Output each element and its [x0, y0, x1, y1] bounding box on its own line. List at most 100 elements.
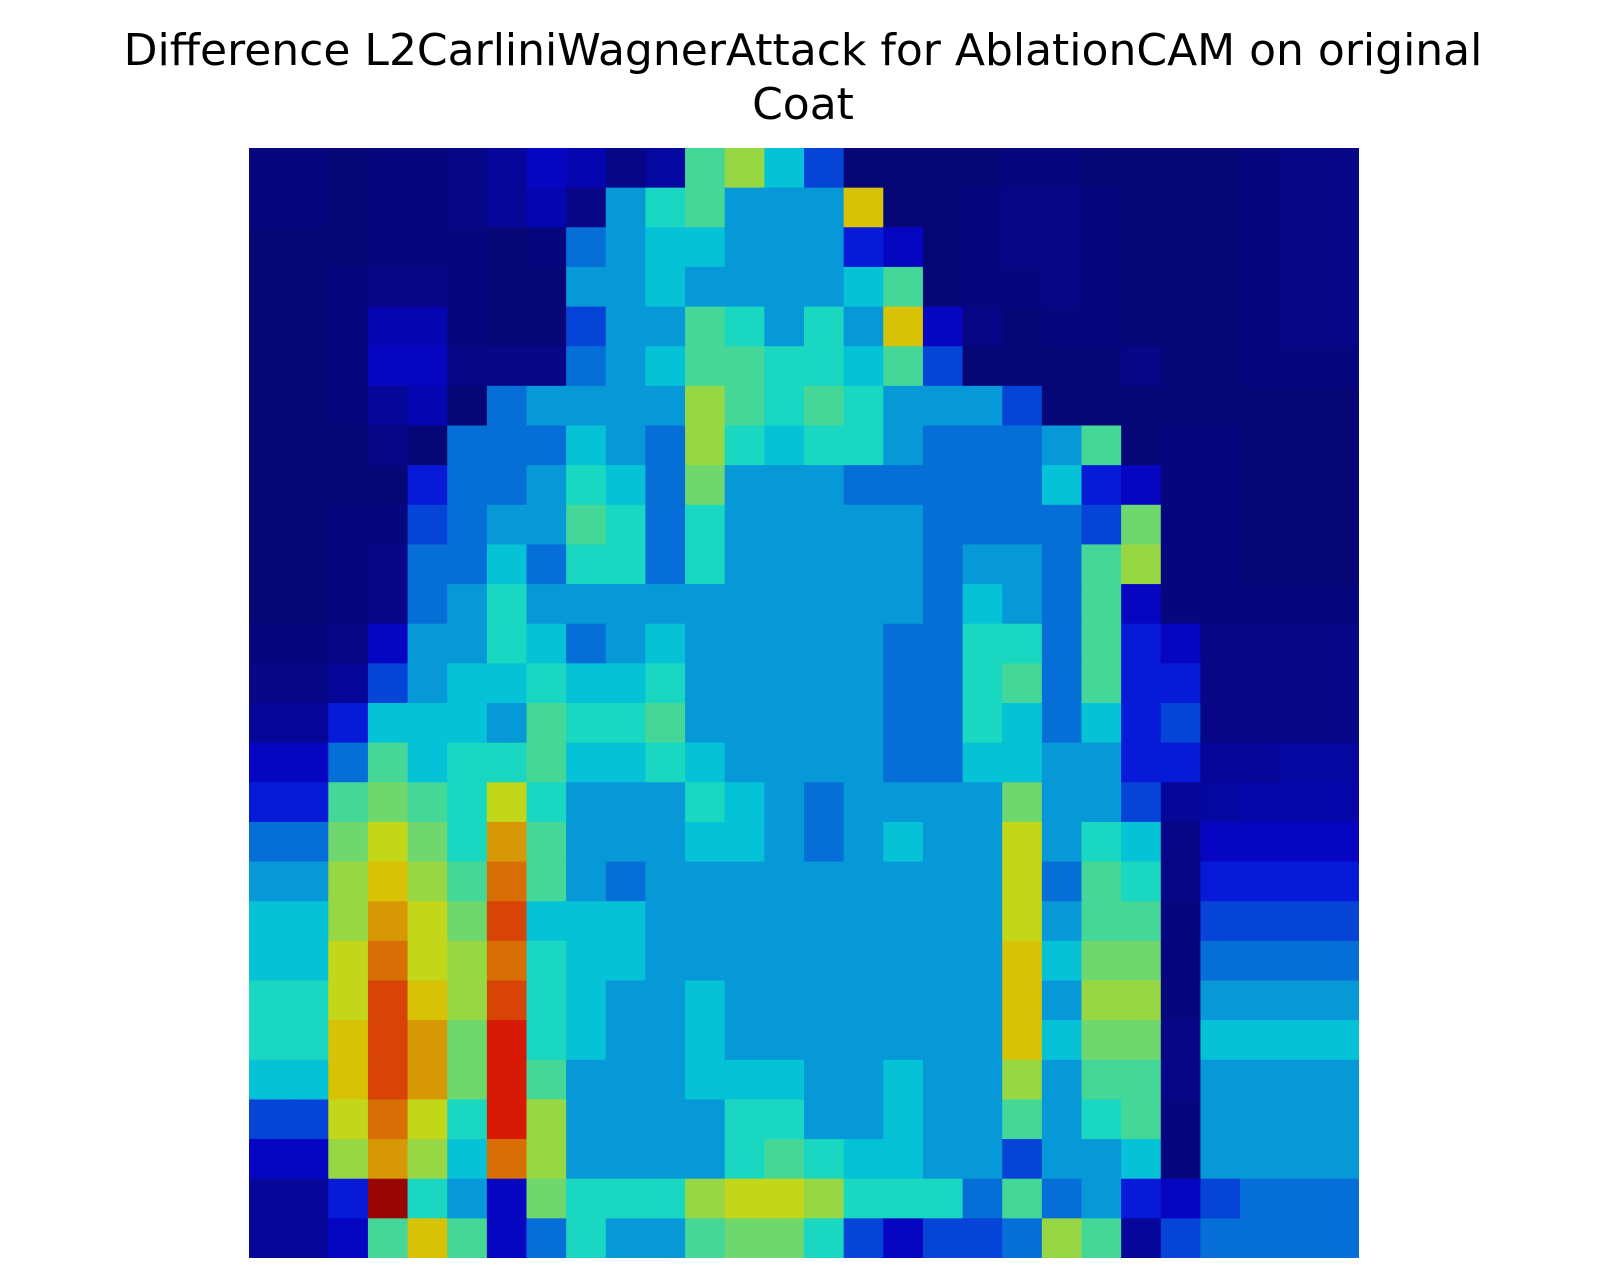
heatmap-cell — [764, 306, 805, 347]
heatmap-cell — [764, 1139, 805, 1180]
heatmap-cell — [645, 504, 686, 545]
heatmap-cell — [1200, 148, 1241, 189]
heatmap-cell — [764, 940, 805, 981]
heatmap-cell — [605, 703, 646, 744]
heatmap-cell — [685, 1099, 726, 1140]
heatmap-cell — [605, 623, 646, 664]
heatmap-cell — [288, 544, 329, 585]
heatmap-cell — [526, 940, 567, 981]
heatmap-cell — [804, 385, 845, 426]
heatmap-cell — [605, 1059, 646, 1100]
heatmap-cell — [685, 623, 726, 664]
heatmap-cell — [486, 1139, 527, 1180]
heatmap-cell — [447, 1218, 488, 1258]
heatmap-cell — [1081, 504, 1122, 545]
heatmap-cell — [288, 742, 329, 783]
heatmap-cell — [1081, 346, 1122, 387]
heatmap-cell — [367, 1059, 409, 1100]
heatmap-cell — [843, 544, 884, 585]
heatmap-cell — [724, 1178, 765, 1219]
heatmap-cell — [1081, 703, 1122, 744]
heatmap-cell — [1121, 465, 1162, 506]
heatmap-cell — [486, 148, 527, 189]
heatmap-cell — [566, 465, 607, 506]
heatmap-cell — [883, 821, 924, 863]
heatmap-cell — [1279, 901, 1320, 942]
heatmap-cell — [1200, 346, 1241, 387]
heatmap-cell — [883, 346, 924, 387]
heatmap-cell — [922, 465, 964, 506]
heatmap-cell — [328, 385, 369, 426]
heatmap-cell — [328, 782, 369, 823]
heatmap-cell — [685, 742, 726, 783]
heatmap-cell — [367, 782, 409, 823]
heatmap-cell — [1160, 544, 1201, 585]
heatmap-cell — [804, 663, 845, 704]
heatmap-cell — [566, 742, 607, 783]
heatmap-cell — [645, 980, 686, 1021]
heatmap-cell — [962, 980, 1003, 1021]
heatmap-cell — [1160, 187, 1201, 228]
heatmap-cell — [328, 425, 369, 466]
heatmap-cell — [922, 544, 964, 585]
heatmap-cell — [645, 584, 686, 625]
heatmap-cell — [367, 821, 409, 863]
heatmap-cell — [1160, 703, 1201, 744]
heatmap-cell — [804, 703, 845, 744]
heatmap-cell — [1160, 266, 1201, 308]
heatmap-cell — [922, 663, 964, 704]
heatmap-cell — [605, 425, 646, 466]
heatmap-cell — [605, 1139, 646, 1180]
heatmap-cell — [288, 584, 329, 625]
heatmap-cell — [486, 623, 527, 664]
heatmap-cell — [764, 1099, 805, 1140]
heatmap-cell — [1200, 544, 1241, 585]
heatmap-cell — [843, 1099, 884, 1140]
heatmap-cell — [883, 385, 924, 426]
heatmap-cell — [249, 266, 290, 308]
heatmap-cell — [685, 663, 726, 704]
heatmap-cell — [1002, 1178, 1043, 1219]
heatmap-cell — [804, 782, 845, 823]
heatmap-cell — [724, 1218, 765, 1258]
heatmap-cell — [1121, 544, 1162, 585]
heatmap-cell — [1200, 1020, 1241, 1061]
heatmap-cell — [1160, 980, 1201, 1021]
heatmap-cell — [288, 187, 329, 228]
heatmap-cell — [724, 703, 765, 744]
heatmap-cell — [804, 187, 845, 228]
heatmap-cell — [249, 703, 290, 744]
heatmap-cell — [1121, 623, 1162, 664]
heatmap-cell — [1041, 663, 1082, 704]
heatmap-cell — [1081, 980, 1122, 1021]
heatmap-cell — [962, 623, 1003, 664]
heatmap-cell — [566, 940, 607, 981]
heatmap-cell — [407, 821, 448, 863]
heatmap-cell — [1121, 504, 1162, 545]
heatmap-cell — [724, 861, 765, 902]
heatmap-cell — [1002, 663, 1043, 704]
heatmap-cell — [883, 1099, 924, 1140]
heatmap-cell — [645, 623, 686, 664]
heatmap-cell — [843, 227, 884, 268]
heatmap-cell — [1121, 821, 1162, 863]
heatmap-cell — [1002, 425, 1043, 466]
heatmap-cell — [1160, 940, 1201, 981]
heatmap-cell — [804, 1218, 845, 1258]
heatmap-cell — [764, 821, 805, 863]
heatmap-cell — [407, 1020, 448, 1061]
heatmap-cell — [1121, 782, 1162, 823]
heatmap-cell — [804, 980, 845, 1021]
heatmap-cell — [526, 584, 567, 625]
heatmap-cell — [764, 703, 805, 744]
heatmap-cell — [1319, 544, 1359, 585]
heatmap-cell — [1002, 1218, 1043, 1258]
heatmap-cell — [605, 901, 646, 942]
heatmap-cell — [328, 742, 369, 783]
heatmap-cell — [566, 187, 607, 228]
heatmap-cell — [1279, 1099, 1320, 1140]
heatmap-cell — [804, 1139, 845, 1180]
heatmap-cell — [804, 742, 845, 783]
heatmap-cell — [1121, 1139, 1162, 1180]
heatmap-cell — [486, 187, 527, 228]
